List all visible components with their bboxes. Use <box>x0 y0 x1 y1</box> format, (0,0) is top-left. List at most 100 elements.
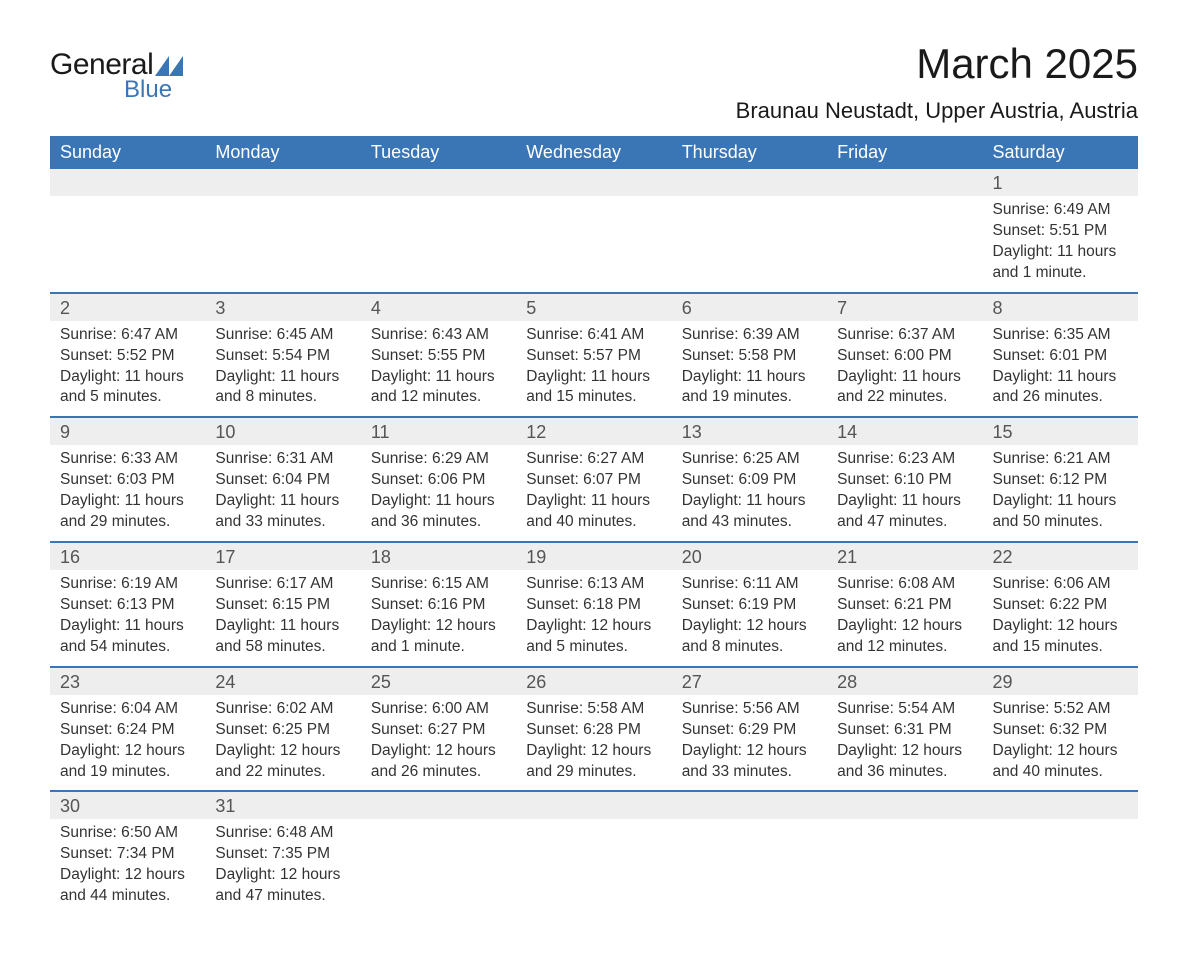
day-detail: Sunrise: 6:02 AM Sunset: 6:25 PM Dayligh… <box>205 695 360 792</box>
daynum-row: 2345678 <box>50 293 1138 321</box>
weekday-header: Wednesday <box>516 136 671 169</box>
day-number: 24 <box>205 667 360 695</box>
day-detail: Sunrise: 6:11 AM Sunset: 6:19 PM Dayligh… <box>672 570 827 667</box>
day-number <box>827 791 982 819</box>
day-detail: Sunrise: 6:50 AM Sunset: 7:34 PM Dayligh… <box>50 819 205 915</box>
day-number: 12 <box>516 417 671 445</box>
detail-row: Sunrise: 6:47 AM Sunset: 5:52 PM Dayligh… <box>50 321 1138 418</box>
day-number: 15 <box>983 417 1138 445</box>
detail-row: Sunrise: 6:19 AM Sunset: 6:13 PM Dayligh… <box>50 570 1138 667</box>
day-detail <box>827 196 982 293</box>
day-detail: Sunrise: 6:13 AM Sunset: 6:18 PM Dayligh… <box>516 570 671 667</box>
day-detail <box>516 196 671 293</box>
day-number: 22 <box>983 542 1138 570</box>
day-number <box>361 169 516 196</box>
day-number <box>516 791 671 819</box>
day-number: 17 <box>205 542 360 570</box>
day-number: 23 <box>50 667 205 695</box>
day-detail: Sunrise: 6:41 AM Sunset: 5:57 PM Dayligh… <box>516 321 671 418</box>
day-number <box>672 791 827 819</box>
day-detail: Sunrise: 6:31 AM Sunset: 6:04 PM Dayligh… <box>205 445 360 542</box>
day-detail: Sunrise: 6:00 AM Sunset: 6:27 PM Dayligh… <box>361 695 516 792</box>
day-detail: Sunrise: 6:45 AM Sunset: 5:54 PM Dayligh… <box>205 321 360 418</box>
page-title: March 2025 <box>736 40 1138 88</box>
day-detail <box>516 819 671 915</box>
day-number: 26 <box>516 667 671 695</box>
day-detail: Sunrise: 6:47 AM Sunset: 5:52 PM Dayligh… <box>50 321 205 418</box>
day-number: 21 <box>827 542 982 570</box>
logo: General Blue <box>50 48 183 104</box>
title-block: March 2025 Braunau Neustadt, Upper Austr… <box>736 40 1138 124</box>
detail-row: Sunrise: 6:33 AM Sunset: 6:03 PM Dayligh… <box>50 445 1138 542</box>
day-number <box>50 169 205 196</box>
day-detail: Sunrise: 6:37 AM Sunset: 6:00 PM Dayligh… <box>827 321 982 418</box>
day-detail: Sunrise: 6:43 AM Sunset: 5:55 PM Dayligh… <box>361 321 516 418</box>
day-number: 20 <box>672 542 827 570</box>
day-detail: Sunrise: 6:17 AM Sunset: 6:15 PM Dayligh… <box>205 570 360 667</box>
day-detail: Sunrise: 6:25 AM Sunset: 6:09 PM Dayligh… <box>672 445 827 542</box>
day-number <box>516 169 671 196</box>
day-detail: Sunrise: 6:04 AM Sunset: 6:24 PM Dayligh… <box>50 695 205 792</box>
day-number <box>827 169 982 196</box>
day-number <box>205 169 360 196</box>
day-number: 28 <box>827 667 982 695</box>
day-detail <box>827 819 982 915</box>
detail-row: Sunrise: 6:50 AM Sunset: 7:34 PM Dayligh… <box>50 819 1138 915</box>
header: General Blue March 2025 Braunau Neustadt… <box>50 40 1138 124</box>
day-detail: Sunrise: 5:52 AM Sunset: 6:32 PM Dayligh… <box>983 695 1138 792</box>
day-detail: Sunrise: 6:19 AM Sunset: 6:13 PM Dayligh… <box>50 570 205 667</box>
day-detail <box>672 196 827 293</box>
day-detail: Sunrise: 6:06 AM Sunset: 6:22 PM Dayligh… <box>983 570 1138 667</box>
detail-row: Sunrise: 6:49 AM Sunset: 5:51 PM Dayligh… <box>50 196 1138 293</box>
day-detail: Sunrise: 6:39 AM Sunset: 5:58 PM Dayligh… <box>672 321 827 418</box>
calendar-table: Sunday Monday Tuesday Wednesday Thursday… <box>50 136 1138 915</box>
day-number: 16 <box>50 542 205 570</box>
day-detail: Sunrise: 6:33 AM Sunset: 6:03 PM Dayligh… <box>50 445 205 542</box>
day-detail <box>361 819 516 915</box>
daynum-row: 23242526272829 <box>50 667 1138 695</box>
logo-icon <box>155 54 183 76</box>
day-number: 3 <box>205 293 360 321</box>
daynum-row: 9101112131415 <box>50 417 1138 445</box>
day-number: 9 <box>50 417 205 445</box>
weekday-header: Sunday <box>50 136 205 169</box>
daynum-row: 3031 <box>50 791 1138 819</box>
day-detail: Sunrise: 5:54 AM Sunset: 6:31 PM Dayligh… <box>827 695 982 792</box>
day-number <box>672 169 827 196</box>
day-detail: Sunrise: 6:35 AM Sunset: 6:01 PM Dayligh… <box>983 321 1138 418</box>
day-number <box>361 791 516 819</box>
logo-text-blue: Blue <box>124 76 172 104</box>
day-detail: Sunrise: 6:08 AM Sunset: 6:21 PM Dayligh… <box>827 570 982 667</box>
day-number: 10 <box>205 417 360 445</box>
day-detail: Sunrise: 6:29 AM Sunset: 6:06 PM Dayligh… <box>361 445 516 542</box>
day-detail <box>361 196 516 293</box>
day-number: 27 <box>672 667 827 695</box>
day-number: 30 <box>50 791 205 819</box>
day-detail: Sunrise: 5:56 AM Sunset: 6:29 PM Dayligh… <box>672 695 827 792</box>
day-number: 18 <box>361 542 516 570</box>
weekday-header-row: Sunday Monday Tuesday Wednesday Thursday… <box>50 136 1138 169</box>
day-detail: Sunrise: 6:21 AM Sunset: 6:12 PM Dayligh… <box>983 445 1138 542</box>
day-number: 14 <box>827 417 982 445</box>
day-detail: Sunrise: 6:23 AM Sunset: 6:10 PM Dayligh… <box>827 445 982 542</box>
day-number: 25 <box>361 667 516 695</box>
day-detail: Sunrise: 5:58 AM Sunset: 6:28 PM Dayligh… <box>516 695 671 792</box>
weekday-header: Friday <box>827 136 982 169</box>
day-number: 7 <box>827 293 982 321</box>
day-number: 29 <box>983 667 1138 695</box>
day-detail: Sunrise: 6:49 AM Sunset: 5:51 PM Dayligh… <box>983 196 1138 293</box>
day-detail <box>205 196 360 293</box>
day-number: 11 <box>361 417 516 445</box>
day-number: 19 <box>516 542 671 570</box>
day-number: 4 <box>361 293 516 321</box>
weekday-header: Monday <box>205 136 360 169</box>
day-number <box>983 791 1138 819</box>
day-number: 1 <box>983 169 1138 196</box>
weekday-header: Thursday <box>672 136 827 169</box>
day-number: 31 <box>205 791 360 819</box>
weekday-header: Tuesday <box>361 136 516 169</box>
day-detail: Sunrise: 6:27 AM Sunset: 6:07 PM Dayligh… <box>516 445 671 542</box>
day-number: 8 <box>983 293 1138 321</box>
daynum-row: 16171819202122 <box>50 542 1138 570</box>
day-number: 13 <box>672 417 827 445</box>
